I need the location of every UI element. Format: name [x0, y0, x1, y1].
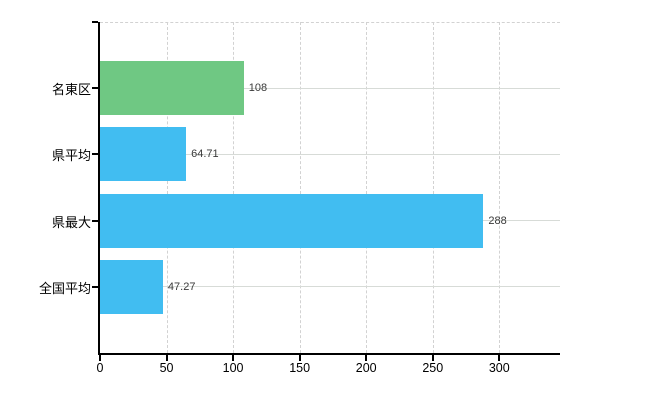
- horizontal-gridline: [100, 153, 560, 155]
- x-tick-label: 50: [159, 361, 174, 375]
- vertical-gridline: [166, 22, 168, 353]
- bar-value-label: 288: [488, 214, 507, 227]
- x-tick-mark: [365, 355, 368, 361]
- x-tick-label: 0: [96, 361, 104, 375]
- vertical-gridline: [432, 22, 434, 353]
- x-tick-label: 100: [222, 361, 244, 375]
- x-tick-mark: [498, 355, 501, 361]
- vertical-gridline: [233, 22, 235, 353]
- y-axis-line: [98, 22, 100, 353]
- x-tick-label: 250: [422, 361, 444, 375]
- plot-top-gridline: [100, 22, 560, 23]
- x-tick-label: 300: [488, 361, 510, 375]
- vertical-gridline: [499, 22, 501, 353]
- bar-value-label: 47.27: [167, 280, 196, 293]
- x-tick-mark: [165, 355, 168, 361]
- x-axis-line: [98, 353, 560, 355]
- vertical-gridline: [366, 22, 368, 353]
- y-tick-label: 県平均: [51, 148, 91, 164]
- horizontal-gridline: [100, 286, 560, 288]
- y-tick-mark: [92, 87, 98, 90]
- bar-value-label: 64.71: [191, 148, 219, 161]
- bar: [100, 61, 244, 116]
- bars-layer: 108 64.71 288 47.27: [100, 22, 560, 353]
- x-tick-label: 150: [289, 361, 311, 375]
- y-axis-top-tick-mark: [92, 21, 98, 23]
- y-tick-mark: [92, 285, 98, 288]
- x-tick-label: 200: [355, 361, 377, 375]
- vertical-gridline: [299, 22, 301, 353]
- y-tick-label: 名東区: [51, 82, 91, 98]
- bar: [100, 127, 187, 182]
- horizontal-gridline: [100, 87, 560, 89]
- x-tick-mark: [298, 355, 301, 361]
- bar: [100, 193, 484, 248]
- bar: [100, 259, 163, 314]
- y-tick-label: 全国平均: [38, 280, 91, 296]
- y-tick-mark: [92, 153, 98, 156]
- x-tick-mark: [232, 355, 235, 361]
- y-tick-mark: [92, 219, 98, 222]
- x-tick-mark: [431, 355, 434, 361]
- y-tick-label: 県最大: [51, 214, 91, 230]
- plot-area: 108 64.71 288 47.27: [98, 22, 560, 355]
- x-tick-mark: [99, 355, 101, 361]
- bar-value-label: 108: [248, 82, 268, 95]
